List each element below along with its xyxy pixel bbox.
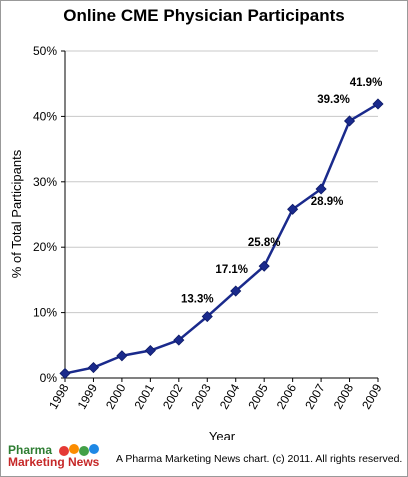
data-label: 28.9%: [311, 196, 344, 208]
data-point: [87, 361, 100, 374]
logo-line-2: Marketing News: [8, 455, 100, 469]
data-point: [315, 183, 327, 195]
data-label: 25.8%: [248, 237, 281, 249]
series: [59, 98, 384, 379]
axes: [64, 51, 378, 379]
data-label: 39.3%: [317, 94, 350, 106]
x-tick-label: 2003: [188, 381, 214, 411]
x-tick-labels: 1998 1999 2000 2001 2002 2003 2004 2005 2006 2007…: [46, 378, 385, 412]
data-point: [230, 285, 242, 297]
y-tick-label: 40%: [33, 109, 57, 123]
x-tick-label: 1998: [46, 381, 72, 411]
x-axis-label: Year: [209, 429, 236, 440]
x-tick-label: 1999: [75, 381, 101, 411]
data-point: [173, 334, 185, 346]
logo-bubbles-icon: [59, 444, 99, 456]
x-tick-label: 2002: [160, 381, 186, 411]
chart-title: Online CME Physician Participants: [63, 6, 345, 25]
data-point: [116, 350, 128, 362]
x-tick-label: 2001: [131, 381, 157, 411]
x-tick-label: 2007: [302, 381, 328, 411]
x-tick-label: 2008: [331, 381, 357, 411]
data-label: 13.3%: [181, 294, 214, 306]
logo-line-1: Pharma: [8, 443, 53, 457]
data-point: [343, 115, 356, 127]
data-point: [372, 98, 384, 110]
y-tick-label: 0%: [40, 371, 58, 385]
y-tick-label: 20%: [33, 240, 57, 254]
line-chart: 0%10%20%30%40%50% 1998 1999 2000 2001 2002 20…: [9, 44, 385, 440]
data-labels: 13.3% 17.1% 25.8% 28.9% 39.3%41.9%: [181, 77, 382, 306]
y-axis-label: % of Total Participants: [9, 149, 24, 278]
x-tick-label: 2005: [245, 381, 271, 411]
data-point: [59, 367, 71, 379]
data-label: 41.9%: [350, 77, 383, 89]
data-point: [144, 344, 156, 357]
footer: Pharma Marketing News A Pharma Marketing…: [8, 444, 404, 470]
x-tick-label: 2000: [103, 381, 129, 411]
y-tick-label: 30%: [33, 175, 57, 189]
y-tick-label: 10%: [33, 306, 57, 320]
data-point: [201, 310, 213, 323]
grid-lines: [61, 50, 378, 379]
x-tick-label: 2006: [274, 381, 300, 411]
series-line: [64, 102, 379, 375]
data-point: [287, 203, 299, 215]
data-point: [258, 260, 270, 272]
x-tick-label: 2009: [359, 381, 385, 411]
pharma-marketing-news-logo: Pharma Marketing News: [8, 444, 99, 468]
data-label: 17.1%: [215, 264, 248, 276]
y-tick-label: 50%: [33, 44, 57, 58]
y-tick-labels: 0% 10% 20% 30% 40% 50%: [33, 44, 57, 385]
x-tick-label: 2004: [217, 381, 243, 411]
copyright-credit: A Pharma Marketing News chart. (c) 2011.…: [116, 453, 403, 465]
